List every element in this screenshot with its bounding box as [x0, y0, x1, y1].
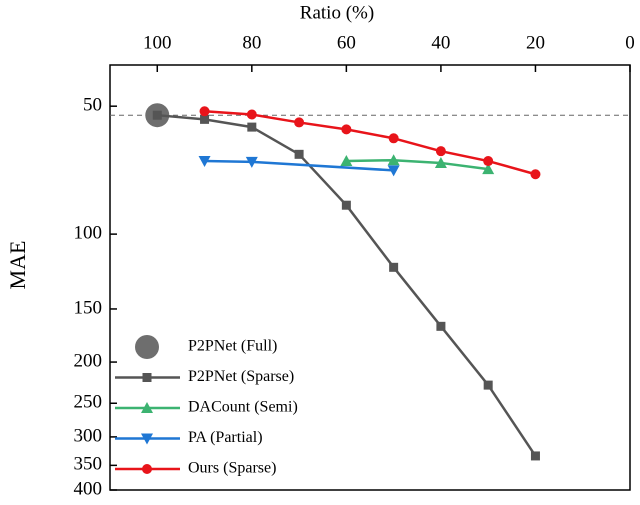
- data-point: [245, 156, 258, 168]
- legend-marker: [141, 433, 153, 445]
- x-tick-label: 40: [431, 32, 450, 53]
- legend-label: PA (Partial): [188, 429, 263, 446]
- legend-label: P2PNet (Full): [188, 338, 277, 355]
- x-tick-label: 0: [625, 32, 635, 53]
- data-point: [198, 156, 211, 168]
- y-tick-label: 350: [74, 454, 103, 475]
- y-tick-label: 50: [83, 95, 102, 116]
- data-point: [294, 149, 304, 159]
- series-line: [204, 159, 394, 172]
- data-point: [483, 380, 493, 390]
- data-point: [199, 106, 210, 117]
- y-tick-label: 200: [74, 350, 103, 371]
- data-point: [341, 124, 352, 135]
- data-point: [434, 156, 447, 168]
- legend-label: DACount (Semi): [188, 399, 298, 416]
- x-axis-title: Ratio (%): [300, 2, 374, 23]
- y-tick-label: 400: [74, 478, 103, 499]
- data-point: [387, 154, 400, 166]
- y-tick-label: 150: [74, 297, 103, 318]
- data-point: [247, 122, 257, 132]
- y-axis-title: MAE: [5, 241, 30, 290]
- data-point: [200, 114, 210, 124]
- data-point: [483, 156, 494, 167]
- x-tick-label: 60: [337, 32, 356, 53]
- plot-frame: [109, 64, 631, 491]
- x-tick-label: 80: [242, 32, 261, 53]
- data-point: [435, 146, 446, 157]
- y-tick-label: 100: [74, 222, 103, 243]
- legend-marker: [135, 335, 159, 359]
- data-point: [530, 451, 540, 461]
- y-tick-label: 300: [74, 425, 103, 446]
- data-point: [436, 321, 446, 331]
- data-point: [387, 165, 400, 177]
- data-point: [340, 155, 353, 167]
- legend-marker: [141, 402, 153, 413]
- data-point: [246, 109, 257, 120]
- legend-marker: [142, 464, 152, 474]
- series-line: [204, 110, 536, 176]
- data-point: [341, 200, 351, 210]
- data-point: [530, 169, 541, 180]
- data-point: [389, 262, 399, 272]
- series-line: [346, 158, 489, 171]
- data-point: [152, 110, 162, 120]
- x-tick-label: 100: [143, 32, 172, 53]
- legend-marker: [142, 373, 152, 382]
- y-tick-label: 250: [74, 392, 103, 413]
- x-tick-label: 20: [526, 32, 545, 53]
- legend-label: Ours (Sparse): [188, 460, 276, 477]
- data-point: [294, 117, 305, 128]
- data-point: [482, 163, 495, 175]
- data-point: [388, 133, 399, 144]
- legend-label: P2PNet (Sparse): [188, 368, 294, 385]
